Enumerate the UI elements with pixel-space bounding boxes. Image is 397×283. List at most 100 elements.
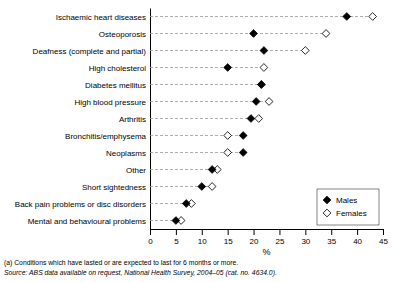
y-tick: Short sightedness bbox=[82, 183, 150, 192]
dot bbox=[239, 149, 247, 157]
note: (a) Conditions which have lasted or are … bbox=[4, 259, 238, 267]
dot bbox=[224, 64, 232, 72]
x-tick: 15 bbox=[224, 229, 233, 246]
y-tick: Osteoporosis bbox=[99, 30, 150, 39]
y-tick: Back pain problems or disc disorders bbox=[15, 200, 150, 209]
dot bbox=[301, 47, 309, 55]
x-tick: 45 bbox=[379, 229, 388, 246]
leader-line bbox=[150, 50, 305, 51]
dot bbox=[260, 47, 268, 55]
dot bbox=[257, 81, 265, 89]
y-tick-label: Deafness (complete and partial) bbox=[33, 47, 147, 56]
y-tick: Mental and behavioural problems bbox=[28, 217, 150, 226]
y-tick-label: Diabetes mellitus bbox=[85, 81, 146, 90]
x-tick-mark bbox=[202, 229, 203, 235]
leader-line bbox=[150, 67, 264, 68]
y-tick: Ischaemic heart diseases bbox=[56, 13, 150, 22]
dot bbox=[265, 98, 273, 106]
leader-line bbox=[150, 101, 269, 102]
dot bbox=[208, 166, 216, 174]
y-tick: High blood pressure bbox=[74, 98, 150, 107]
x-tick-mark bbox=[331, 229, 332, 235]
leader-line bbox=[150, 33, 326, 34]
x-axis: 0 5 10 15 20 25 30 35 40 45 bbox=[148, 229, 388, 246]
y-tick-label: Osteoporosis bbox=[99, 30, 146, 39]
x-tick-label: 15 bbox=[224, 237, 233, 246]
x-tick: 10 bbox=[198, 229, 207, 246]
x-tick-label: 10 bbox=[198, 237, 207, 246]
x-tick: 0 bbox=[148, 229, 153, 246]
dot bbox=[224, 132, 232, 140]
leader-line bbox=[150, 84, 261, 85]
legend-item: Males bbox=[323, 196, 357, 205]
x-tick: 5 bbox=[174, 229, 179, 246]
x-tick-mark bbox=[305, 229, 306, 235]
leader-line bbox=[150, 169, 217, 170]
y-tick: Arthritis bbox=[119, 115, 150, 124]
y-tick: Bronchitis/emphysema bbox=[65, 132, 150, 141]
dot bbox=[255, 115, 263, 123]
dot bbox=[250, 30, 258, 38]
y-tick: High cholesterol bbox=[89, 64, 150, 73]
x-tick-mark bbox=[254, 229, 255, 235]
y-tick-label: High cholesterol bbox=[89, 64, 147, 73]
dot bbox=[172, 217, 180, 225]
dot bbox=[252, 98, 260, 106]
legend-item: Females bbox=[323, 209, 367, 218]
legend-label: Females bbox=[336, 209, 367, 218]
x-tick: 25 bbox=[275, 229, 284, 246]
y-axis: Ischaemic heart diseases Osteoporosis Deaf… bbox=[15, 9, 151, 230]
dot bbox=[257, 81, 265, 89]
x-tick-mark bbox=[383, 229, 384, 235]
x-tick-label: 5 bbox=[174, 237, 179, 246]
x-tick: 35 bbox=[327, 229, 336, 246]
x-tick-label: 20 bbox=[250, 237, 259, 246]
x-tick-mark bbox=[176, 229, 177, 235]
y-tick-label: Neoplasms bbox=[106, 149, 146, 158]
dot bbox=[343, 13, 351, 21]
x-tick: 40 bbox=[353, 229, 362, 246]
legend-symbol bbox=[323, 209, 331, 217]
y-tick: Other bbox=[126, 166, 150, 175]
dot bbox=[369, 13, 377, 21]
leader-line bbox=[150, 16, 373, 17]
x-tick-label: 40 bbox=[353, 237, 362, 246]
dot bbox=[247, 115, 255, 123]
chart: 0 5 10 15 20 25 30 35 40 45% Ischaemic heart disea… bbox=[0, 0, 397, 283]
x-tick-mark bbox=[228, 229, 229, 235]
dot bbox=[260, 64, 268, 72]
dot bbox=[322, 30, 330, 38]
x-tick-label: 25 bbox=[275, 237, 284, 246]
x-tick-mark bbox=[150, 229, 151, 235]
legend-frame bbox=[317, 189, 379, 225]
y-tick-label: Ischaemic heart diseases bbox=[56, 13, 146, 22]
x-tick-label: 0 bbox=[148, 237, 153, 246]
leader-line bbox=[150, 118, 259, 119]
y-tick-label: Back pain problems or disc disorders bbox=[15, 200, 146, 209]
x-tick: 20 bbox=[250, 229, 259, 246]
x-tick-label: 35 bbox=[327, 237, 336, 246]
x-tick-label: 45 bbox=[379, 237, 388, 246]
x-tick-mark bbox=[279, 229, 280, 235]
y-tick: Neoplasms bbox=[106, 149, 150, 158]
y-tick-label: Bronchitis/emphysema bbox=[65, 132, 146, 141]
x-tick-mark bbox=[357, 229, 358, 235]
x-axis-title: % bbox=[262, 247, 270, 257]
dot bbox=[182, 200, 190, 208]
y-tick-label: High blood pressure bbox=[74, 98, 146, 107]
note: Source: ABS data available on request, N… bbox=[4, 269, 277, 277]
y-tick: Deafness (complete and partial) bbox=[33, 47, 150, 56]
y-axis-line bbox=[150, 9, 151, 230]
legend: Males Females bbox=[317, 189, 379, 225]
legend-label: Males bbox=[336, 196, 357, 205]
dot bbox=[198, 183, 206, 191]
y-tick-label: Other bbox=[126, 166, 146, 175]
x-axis-line bbox=[151, 230, 384, 236]
x-tick: 30 bbox=[301, 229, 310, 246]
plot: 0 5 10 15 20 25 30 35 40 45% Ischaemic heart disea… bbox=[15, 9, 389, 258]
y-tick-label: Arthritis bbox=[119, 115, 146, 124]
dot bbox=[224, 149, 232, 157]
y-tick: Diabetes mellitus bbox=[85, 81, 150, 90]
dot bbox=[208, 183, 216, 191]
y-tick-label: Mental and behavioural problems bbox=[28, 217, 146, 226]
